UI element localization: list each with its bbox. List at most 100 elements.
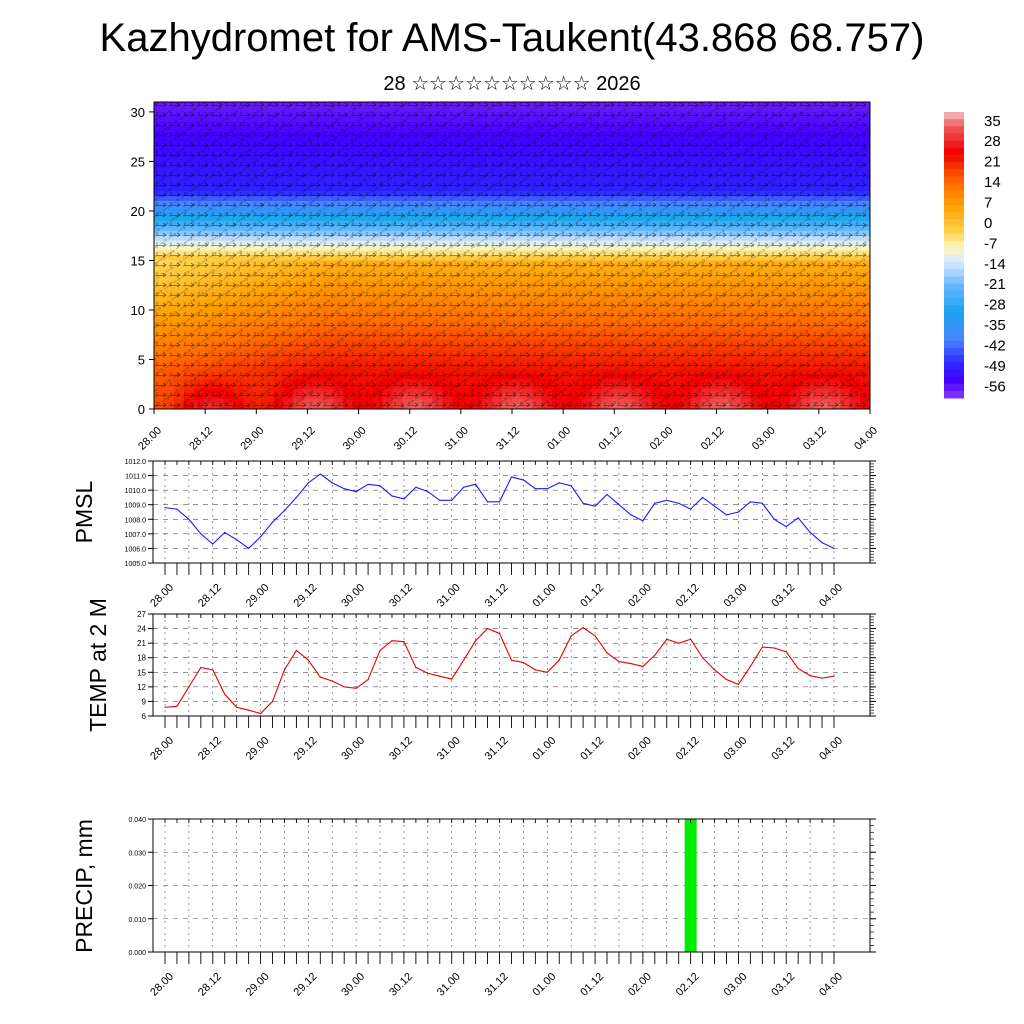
data-point: [594, 505, 596, 507]
data-point: [200, 533, 202, 535]
data-point: [463, 486, 465, 488]
y-tick-label: 21: [137, 639, 146, 648]
data-point: [654, 502, 656, 504]
data-point: [355, 491, 357, 493]
y-tick-label: 27: [137, 610, 146, 619]
data-point: [427, 491, 429, 493]
colorbar-cell: [944, 326, 964, 335]
colorbar-cells: [944, 112, 964, 399]
y-tick-label: 1005.0: [125, 561, 147, 568]
x-tick-label: 03.12: [769, 582, 797, 610]
x-tick-label: 28.00: [148, 582, 176, 610]
heatmap-x-tick-label: 30.00: [341, 425, 369, 453]
colorbar-cell: [944, 340, 964, 349]
colorbar-label: -7: [984, 235, 997, 252]
data-point: [570, 485, 572, 487]
pmsl-series: [164, 473, 835, 550]
data-point: [403, 498, 405, 500]
pmsl-panel: 1005.01006.01007.01008.01009.01010.01011…: [71, 459, 876, 610]
data-point: [606, 493, 608, 496]
colorbar-cell: [944, 376, 964, 385]
x-tick-label: 31.12: [483, 582, 511, 610]
data-point: [212, 543, 214, 545]
colorbar-cell: [944, 183, 964, 192]
data-point: [331, 482, 333, 484]
heatmap-x-tick-label: 29.12: [290, 425, 318, 453]
colorbar-label: 7: [984, 194, 992, 211]
colorbar-cell: [944, 362, 964, 370]
pmsl-axis-label: PMSL: [71, 480, 97, 543]
data-point: [391, 495, 393, 497]
heatmap-x-tick-label: 04.00: [852, 425, 880, 453]
colorbar-cell: [944, 390, 964, 399]
colorbar-cell: [944, 262, 964, 270]
x-tick-label: 02.12: [674, 582, 702, 610]
x-tick-label: 29.00: [244, 582, 272, 610]
heatmap-x-tick-label: 01.00: [545, 425, 573, 453]
y-tick-label: 24: [137, 625, 146, 634]
y-tick-label: 1006.0: [125, 546, 147, 553]
data-point: [164, 507, 166, 509]
colorbar-label: -49: [984, 358, 1006, 375]
data-point: [546, 488, 548, 490]
colorbar-cell: [944, 197, 964, 206]
data-point: [797, 517, 799, 519]
data-point: [833, 547, 835, 550]
heatmap-x-tick-label: 28.00: [136, 425, 164, 453]
colorbar-cell: [944, 319, 964, 327]
colorbar-label: -56: [984, 378, 1006, 395]
data-point: [582, 502, 584, 504]
data-point: [773, 518, 775, 520]
colorbar-label: 14: [984, 174, 1001, 191]
data-point: [522, 479, 524, 481]
heatmap-x-tick-label: 02.12: [699, 425, 727, 453]
heatmap-x-tick-label: 30.12: [392, 425, 420, 453]
data-point: [737, 511, 740, 513]
colorbar-cell: [944, 233, 964, 242]
heatmap-x-tick-label: 31.12: [494, 425, 522, 453]
colorbar-label: 28: [984, 133, 1001, 150]
colorbar-cell: [944, 255, 964, 263]
data-point: [630, 514, 632, 516]
data-point: [785, 525, 787, 528]
wind-vectors-secondary: [154, 102, 870, 409]
heatmap-x-tick-label: 31.00: [443, 425, 471, 453]
data-point: [283, 509, 286, 512]
data-point: [809, 531, 811, 534]
colorbar-cell: [944, 133, 964, 142]
colorbar-label: -28: [984, 297, 1006, 314]
colorbar-cell: [944, 147, 964, 156]
data-point: [666, 499, 668, 501]
data-point: [510, 476, 513, 478]
data-point: [295, 496, 298, 499]
colorbar-cell: [944, 283, 964, 292]
colorbar-label: 21: [984, 154, 1001, 171]
colorbar-cell: [944, 119, 964, 127]
heatmap-x-tick-label: 03.00: [750, 425, 778, 453]
y-tick-label: 9: [142, 697, 147, 706]
y-tick-label: 1010.0: [125, 488, 147, 495]
colorbar-label: 35: [984, 113, 1001, 130]
data-point: [475, 483, 477, 485]
heatmap-x-axis: 28.00 28.12 29.00 29.12 30.00 30.12 31.00 31.12…: [136, 409, 880, 453]
colorbar-cell: [944, 269, 964, 277]
y-tick-label: 1008.0: [125, 517, 147, 524]
x-tick-label: 01.12: [578, 582, 606, 610]
data-point: [319, 473, 321, 475]
chart-subtitle: 28 ☆☆☆☆☆☆☆☆☆☆ 2026: [383, 73, 641, 95]
colorbar-cell: [944, 312, 964, 320]
data-point: [618, 504, 620, 506]
data-point: [701, 496, 704, 499]
data-point: [379, 485, 381, 487]
chart-title: Kazhydromet for AMS-Taukent(43.868 68.75…: [99, 16, 925, 60]
heatmap-y-tick-label: 30: [131, 105, 145, 120]
data-point: [690, 508, 692, 510]
x-tick-label: 01.00: [530, 582, 558, 610]
x-tick-label: 02.00: [626, 582, 654, 610]
colorbar-cell: [944, 162, 964, 170]
colorbar-cell: [944, 212, 964, 220]
colorbar-cell: [944, 383, 964, 392]
